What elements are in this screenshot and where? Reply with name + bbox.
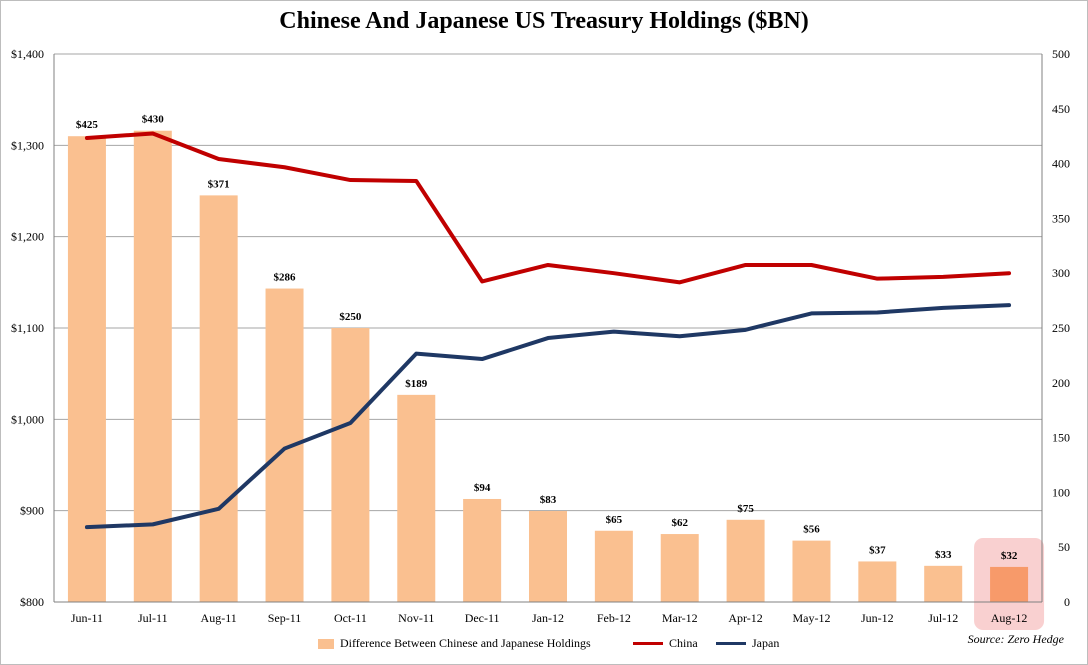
left-axis-tick-label: $1,100 — [11, 321, 44, 335]
bar-difference — [331, 328, 370, 602]
legend-swatch-japan — [716, 642, 746, 645]
legend-label-difference: Difference Between Chinese and Japanese … — [340, 636, 591, 650]
bar-data-label: $83 — [540, 494, 557, 506]
x-axis-tick-label: Aug-11 — [201, 611, 237, 625]
x-axis-tick-label: Oct-11 — [334, 611, 367, 625]
right-axis-tick-label: 500 — [1052, 47, 1070, 61]
right-axis-tick-label: 450 — [1052, 102, 1070, 116]
left-axis-tick-label: $900 — [20, 504, 44, 518]
legend-swatch-difference — [318, 638, 334, 649]
bar-data-label: $32 — [1001, 550, 1018, 562]
line-china — [84, 131, 1012, 285]
bar-difference — [199, 195, 238, 602]
bars-layer — [67, 130, 1029, 602]
bar-difference — [133, 130, 172, 602]
bar-data-label: $430 — [142, 114, 165, 126]
bar-difference — [726, 519, 765, 602]
bar-data-label: $286 — [274, 272, 297, 284]
x-axis-tick-label: Nov-11 — [398, 611, 434, 625]
chart-title: Chinese And Japanese US Treasury Holding… — [279, 8, 809, 34]
chart-legend: Difference Between Chinese and Japanese … — [0, 636, 1088, 654]
left-axis-tick-label: $1,400 — [11, 47, 44, 61]
source-note: Source: Zero Hedge — [967, 632, 1064, 646]
x-axis-tick-label: Sep-11 — [268, 611, 302, 625]
bar-data-label: $75 — [737, 503, 754, 515]
bar-difference — [858, 561, 897, 602]
right-axis-tick-label: 400 — [1052, 157, 1070, 171]
bar-difference — [463, 498, 502, 602]
x-axis-tick-label: Feb-12 — [597, 611, 631, 625]
bar-data-label: $62 — [671, 517, 688, 529]
bar-difference — [67, 136, 106, 602]
left-axis-tick-label: $800 — [20, 595, 44, 609]
x-axis-tick-label: Jul-11 — [138, 611, 168, 625]
x-axis-tick-label: Jan-12 — [532, 611, 564, 625]
right-axis-tick-label: 100 — [1052, 485, 1070, 499]
x-axis-tick-label: Jun-12 — [861, 611, 894, 625]
bar-data-label: $37 — [869, 544, 886, 556]
legend-item-difference: Difference Between Chinese and Japanese … — [318, 636, 591, 651]
axes-layer: $800 $900 $1,000 $1,100 $1,200 $1,300 $1,400 0 5… — [11, 47, 1070, 625]
right-axis-tick-label: 300 — [1052, 266, 1070, 280]
x-axis-tick-label: Jul-12 — [928, 611, 958, 625]
x-axis-tick-label: Apr-12 — [728, 611, 762, 625]
lines-layer — [84, 131, 1012, 530]
bar-data-label: $94 — [474, 482, 491, 494]
bar-data-label: $425 — [76, 119, 99, 131]
x-axis-tick-label: Aug-12 — [991, 611, 1028, 625]
legend-label-japan: Japan — [752, 636, 780, 650]
bar-difference — [397, 394, 436, 602]
bar-difference — [594, 530, 633, 602]
bar-data-label: $189 — [405, 378, 428, 390]
right-axis-tick-label: 350 — [1052, 211, 1070, 225]
right-axis-tick-label: 50 — [1058, 540, 1070, 554]
bar-difference — [529, 511, 567, 602]
bar-data-label: $33 — [935, 549, 952, 561]
x-axis-tick-label: Mar-12 — [662, 611, 698, 625]
legend-label-china: China — [669, 636, 698, 650]
right-axis-tick-label: 150 — [1052, 431, 1070, 445]
left-axis-tick-label: $1,000 — [11, 412, 44, 426]
legend-swatch-china — [633, 642, 663, 645]
legend-item-japan: Japan — [716, 636, 779, 651]
bar-difference — [924, 565, 963, 602]
line-japan — [84, 303, 1012, 530]
right-axis-tick-label: 250 — [1052, 321, 1070, 335]
bar-difference — [990, 566, 1029, 602]
x-axis-tick-label: May-12 — [792, 611, 830, 625]
left-axis-tick-label: $1,200 — [11, 230, 44, 244]
bar-data-label: $65 — [606, 514, 623, 526]
bar-data-label: $56 — [803, 524, 820, 536]
bar-data-label: $371 — [208, 178, 230, 190]
right-axis-tick-label: 0 — [1064, 595, 1070, 609]
right-axis-tick-label: 200 — [1052, 376, 1070, 390]
bar-labels-layer: $425 $430 $371 $286 $250 $189 $94 $83 $65 $62 $75 $… — [76, 114, 1018, 562]
x-axis-tick-label: Dec-11 — [465, 611, 500, 625]
bar-difference — [660, 534, 699, 602]
left-axis-tick-label: $1,300 — [11, 138, 44, 152]
legend-item-china: China — [633, 636, 698, 651]
bar-difference — [792, 540, 831, 602]
bar-data-label: $250 — [339, 311, 362, 323]
x-axis-tick-label: Jun-11 — [71, 611, 103, 625]
